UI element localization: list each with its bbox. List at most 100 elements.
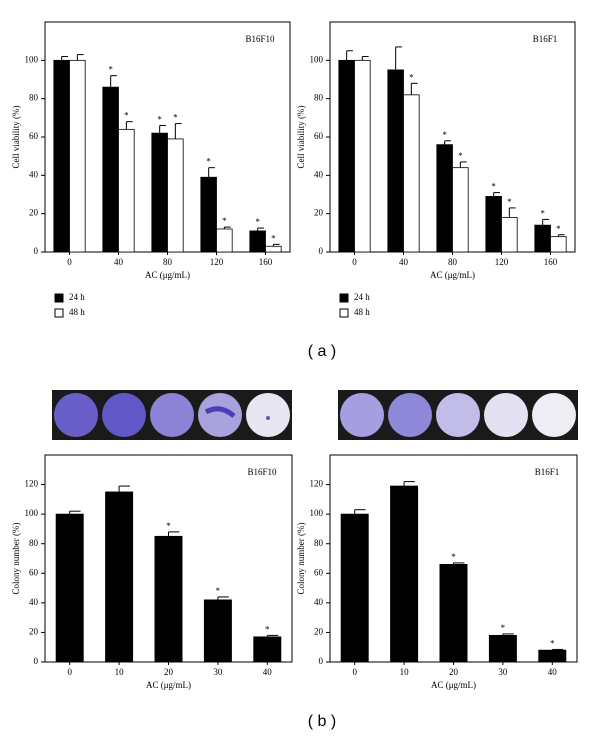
significance-marker: * [166, 521, 171, 531]
bar [200, 176, 217, 253]
x-tick-label: 10 [115, 667, 125, 677]
bar [203, 599, 232, 663]
y-tick-label: 80 [314, 93, 324, 103]
significance-marker: * [507, 197, 512, 207]
legend-label: 24 h [354, 292, 370, 302]
y-tick-label: 80 [314, 538, 324, 548]
x-tick-label: 10 [400, 667, 410, 677]
panel-label: ( a ) [308, 343, 336, 360]
bar [387, 69, 404, 253]
significance-marker: * [108, 65, 113, 75]
y-tick-label: 100 [310, 54, 324, 64]
y-tick-label: 40 [29, 169, 39, 179]
bar [249, 230, 266, 253]
panel-label: ( b ) [308, 713, 336, 730]
bar [452, 167, 469, 253]
x-tick-label: 80 [163, 257, 173, 267]
significance-marker: * [216, 586, 221, 596]
y-tick-label: 120 [25, 479, 39, 489]
bar [436, 144, 453, 253]
x-tick-label: 30 [498, 667, 508, 677]
x-tick-label: 0 [352, 257, 357, 267]
bar [534, 224, 551, 253]
significance-marker: * [265, 624, 270, 634]
bar [340, 513, 369, 663]
significance-marker: * [540, 208, 545, 218]
y-axis-label: Cell viability (%) [296, 106, 306, 169]
chart-title: B16F1 [533, 34, 558, 44]
x-tick-label: 40 [399, 257, 409, 267]
bar [167, 138, 184, 253]
y-tick-label: 20 [314, 626, 324, 636]
bar [102, 86, 119, 253]
bar [354, 59, 371, 253]
y-tick-label: 60 [29, 131, 39, 141]
legend-swatch [54, 293, 64, 303]
y-tick-label: 100 [310, 508, 324, 518]
bar [338, 59, 355, 253]
significance-marker: * [550, 638, 555, 648]
bar [53, 59, 70, 253]
y-axis-label: Colony number (%) [296, 523, 306, 595]
x-tick-label: 160 [544, 257, 558, 267]
bar [488, 634, 517, 663]
bar [118, 128, 135, 253]
y-tick-label: 0 [34, 656, 39, 666]
legend-swatch [54, 308, 64, 318]
y-tick-label: 60 [314, 567, 324, 577]
bar [538, 649, 567, 663]
significance-marker: * [222, 216, 227, 226]
dish-row [52, 390, 578, 440]
x-tick-label: 120 [495, 257, 509, 267]
legend-swatch [339, 293, 349, 303]
y-tick-label: 60 [314, 131, 324, 141]
bar [69, 59, 86, 253]
significance-marker: * [124, 111, 129, 121]
y-axis-label: Colony number (%) [11, 523, 21, 595]
bar [253, 636, 282, 663]
legend-label: 24 h [69, 292, 85, 302]
bar [501, 217, 518, 253]
y-tick-label: 80 [29, 538, 39, 548]
legend-label: 48 h [354, 307, 370, 317]
x-axis-label: AC (μg/mL) [146, 680, 191, 690]
significance-marker: * [501, 623, 506, 633]
significance-marker: * [271, 233, 276, 243]
significance-marker: * [451, 552, 456, 562]
y-tick-label: 40 [314, 597, 324, 607]
y-tick-label: 20 [314, 208, 324, 218]
significance-marker: * [442, 130, 447, 140]
chart-title: B16F10 [245, 34, 275, 44]
x-tick-label: 0 [352, 667, 357, 677]
significance-marker: * [409, 72, 414, 82]
bar [550, 236, 567, 253]
y-tick-label: 20 [29, 208, 39, 218]
y-tick-label: 0 [319, 246, 324, 256]
y-tick-label: 40 [29, 597, 39, 607]
x-tick-label: 40 [114, 257, 124, 267]
x-tick-label: 0 [67, 667, 72, 677]
bar [55, 513, 84, 663]
chart-title: B16F1 [535, 467, 560, 477]
x-tick-label: 30 [213, 667, 223, 677]
significance-marker: * [255, 217, 260, 227]
y-tick-label: 40 [314, 169, 324, 179]
y-tick-label: 120 [310, 479, 324, 489]
bar [154, 535, 183, 663]
bar [105, 491, 134, 663]
legend-swatch [339, 308, 349, 318]
x-tick-label: 80 [448, 257, 458, 267]
y-tick-label: 60 [29, 567, 39, 577]
x-axis-label: AC (μg/mL) [430, 270, 475, 280]
bar [439, 564, 468, 663]
y-tick-label: 0 [319, 656, 324, 666]
y-axis-label: Cell viability (%) [11, 106, 21, 169]
legend-label: 48 h [69, 307, 85, 317]
chart-title: B16F10 [247, 467, 277, 477]
bar [265, 245, 282, 253]
significance-marker: * [556, 224, 561, 234]
significance-marker: * [206, 157, 211, 167]
y-tick-label: 100 [25, 54, 39, 64]
y-tick-label: 0 [34, 246, 39, 256]
bar [216, 228, 233, 253]
